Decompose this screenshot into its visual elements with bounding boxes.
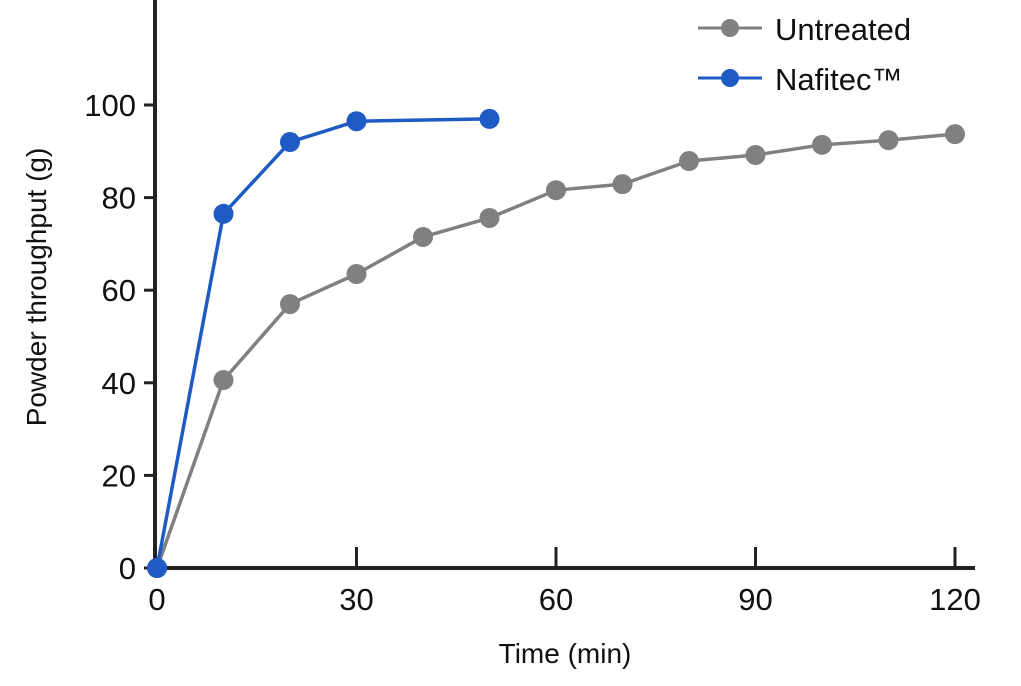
data-point-untreated <box>945 124 965 145</box>
x-tick-label: 0 <box>148 582 165 617</box>
x-tick-label: 30 <box>339 582 373 617</box>
y-tick-label: 0 <box>119 551 136 586</box>
series-untreated <box>147 124 965 578</box>
data-point-untreated <box>213 370 234 391</box>
series-line-nafitec <box>155 117 490 569</box>
data-point-nafitec <box>147 558 167 578</box>
data-point-untreated <box>346 263 367 284</box>
legend-label-nafitec: Nafitec™ <box>775 62 902 97</box>
data-point-untreated <box>878 130 899 151</box>
data-point-nafitec <box>479 108 500 129</box>
data-point-untreated <box>413 226 433 247</box>
y-axis-label: Powder throughput (g) <box>21 148 52 427</box>
data-point-untreated <box>280 294 300 315</box>
data-point-nafitec <box>213 203 234 224</box>
data-point-untreated <box>546 180 566 201</box>
x-tick-label: 90 <box>738 582 772 617</box>
x-tick-label: 120 <box>929 582 981 617</box>
y-tick-label: 20 <box>102 458 136 493</box>
y-tick-label: 40 <box>102 366 136 401</box>
y-tick-label: 80 <box>102 181 136 216</box>
data-point-untreated <box>679 151 699 172</box>
x-tick-label: 60 <box>539 582 573 617</box>
data-point-untreated <box>612 174 633 195</box>
data-point-nafitec <box>280 132 300 153</box>
data-point-nafitec <box>346 111 367 132</box>
data-point-untreated <box>479 207 500 228</box>
x-axis-label: Time (min) <box>499 638 632 669</box>
legend-label-untreated: Untreated <box>775 12 911 47</box>
legend-marker-nafitec <box>721 69 739 87</box>
series-nafitec <box>147 108 500 578</box>
y-tick-label: 100 <box>84 88 136 123</box>
legend-marker-untreated <box>721 19 739 37</box>
y-tick-label: 60 <box>102 273 136 308</box>
legend: Untreated Nafitec™ <box>698 12 911 97</box>
data-point-untreated <box>745 145 766 166</box>
data-point-untreated <box>812 134 832 155</box>
